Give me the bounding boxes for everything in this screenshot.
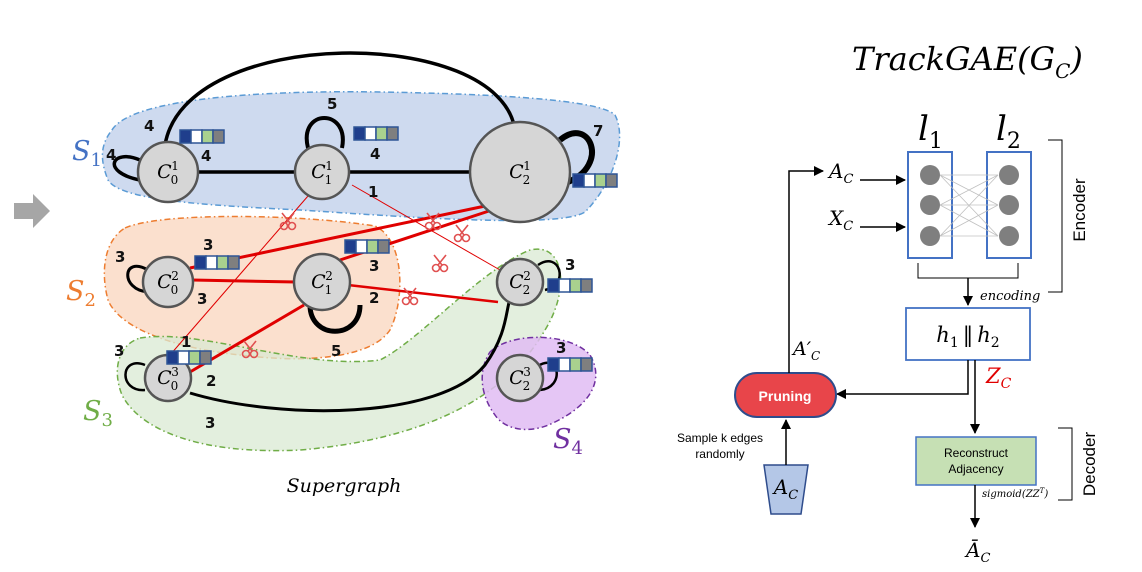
feature-vector-c01	[179, 129, 225, 144]
subgraph-label-s1: S1	[72, 136, 102, 171]
layer-label-l1: l1	[918, 109, 943, 154]
subgraph-label-s2: S2	[66, 276, 96, 311]
zc-label: ZC	[985, 364, 1012, 392]
pruned-adjacency-label: A′C	[791, 338, 820, 363]
ac-input-block	[763, 464, 809, 515]
self-loop-c01	[112, 154, 141, 182]
edge-weight: 2	[369, 289, 379, 307]
self-loop-c03	[124, 362, 146, 392]
cut-scissors-icon	[453, 224, 471, 243]
zc-to-pruning-arrow	[836, 360, 969, 399]
layer-label-l2: l2	[996, 109, 1021, 154]
edge-weight: 2	[206, 372, 216, 390]
edge-weight: 3	[114, 342, 124, 360]
model-title: TrackGAE(GC)	[852, 40, 1083, 83]
edge-weight: 3	[197, 290, 207, 308]
edge-weight: 3	[203, 236, 213, 254]
self-loop-c23	[537, 361, 558, 392]
feature-vector-c23	[547, 357, 593, 372]
edge-weight: 3	[205, 414, 215, 432]
node-c01	[136, 140, 200, 204]
subgraph-region-s2	[103, 215, 401, 360]
sigmoid-label: sigmoid(ZZT)	[982, 487, 1048, 500]
neurons	[920, 165, 1019, 246]
edge-weight: 1	[368, 183, 378, 201]
feature-vector-c21	[572, 173, 618, 188]
encoding-label: encoding	[980, 289, 1040, 304]
edge-weight: 7	[593, 122, 603, 140]
subgraph-label-s3: S3	[83, 396, 113, 431]
input-ac-label: AC	[827, 159, 853, 187]
node-c21	[468, 120, 572, 224]
node-label-c21: C21	[509, 159, 531, 187]
layer-connections	[939, 174, 999, 237]
edge-weight: 1	[181, 333, 191, 351]
node-label-c03: C03	[157, 365, 179, 393]
node-label-c11: C11	[311, 159, 333, 187]
input-xc-label: XC	[827, 206, 853, 234]
edge-c01-c21-arc	[163, 51, 517, 146]
edge-weight: 4	[370, 145, 380, 163]
ac-input-label: AC	[772, 475, 798, 503]
feature-vector-c12	[344, 239, 390, 254]
edge-weight: 4	[144, 117, 154, 135]
input-arrow-icon	[14, 194, 50, 228]
edge-c02-c12	[191, 278, 297, 284]
reconstructed-adjacency-label: ĀC	[964, 538, 990, 566]
edge-c12-c22	[347, 283, 499, 304]
feature-vector-c22	[547, 278, 593, 293]
encoding-bracket	[917, 263, 1019, 279]
edge-weight: 5	[327, 95, 337, 113]
node-label-c01: C01	[157, 159, 179, 187]
edge-weight: 3	[369, 257, 379, 275]
edge-weight: 4	[106, 146, 116, 164]
node-c22	[495, 257, 545, 307]
edge-weight: 3	[115, 248, 125, 266]
edge-c03-c22-arc	[189, 294, 514, 413]
sample-text-line2: randomly	[695, 447, 744, 461]
node-c23	[495, 353, 545, 403]
sample-text-line1: Sample k edges	[677, 431, 763, 445]
node-c02	[141, 255, 195, 309]
edge-weight: 3	[565, 256, 575, 274]
self-loop-c02	[126, 264, 149, 294]
feedback-arrow	[788, 166, 824, 373]
node-label-c23: C23	[509, 365, 531, 393]
feature-vector-c11	[353, 126, 399, 141]
decoder-side-label: Decoder	[1080, 432, 1099, 497]
decoder-bracket	[1058, 427, 1073, 501]
edge-weight: 5	[331, 342, 341, 360]
node-label-c22: C22	[509, 269, 531, 297]
subgraph-label-s4: S4	[553, 424, 583, 459]
encoder-bracket	[1048, 139, 1063, 293]
cut-scissors-icon	[431, 254, 449, 273]
concat-label: h1 ‖ h2	[936, 323, 999, 351]
feature-vector-c03	[166, 350, 212, 365]
supergraph-caption: Supergraph	[287, 475, 402, 497]
node-label-c12: C12	[311, 269, 333, 297]
reconstruct-box	[915, 436, 1037, 486]
subgraph-region-s3	[116, 248, 562, 452]
reconstruct-line2: Adjacency	[948, 462, 1003, 476]
edge-weight: 3	[556, 339, 566, 357]
encoder-side-label: Encoder	[1070, 178, 1089, 242]
node-c12	[292, 252, 352, 312]
feature-vector-c02	[194, 255, 240, 270]
pruning-label: Pruning	[759, 388, 812, 404]
self-loop-c11	[304, 116, 345, 149]
pruning-button[interactable]	[734, 372, 837, 418]
reconstruct-line1: Reconstruct	[944, 446, 1009, 460]
edge-weight: 4	[201, 147, 211, 165]
node-label-c02: C02	[157, 269, 179, 297]
self-loop-c12	[307, 304, 363, 334]
node-c11	[293, 143, 351, 201]
edge-c02-c21	[189, 203, 491, 270]
